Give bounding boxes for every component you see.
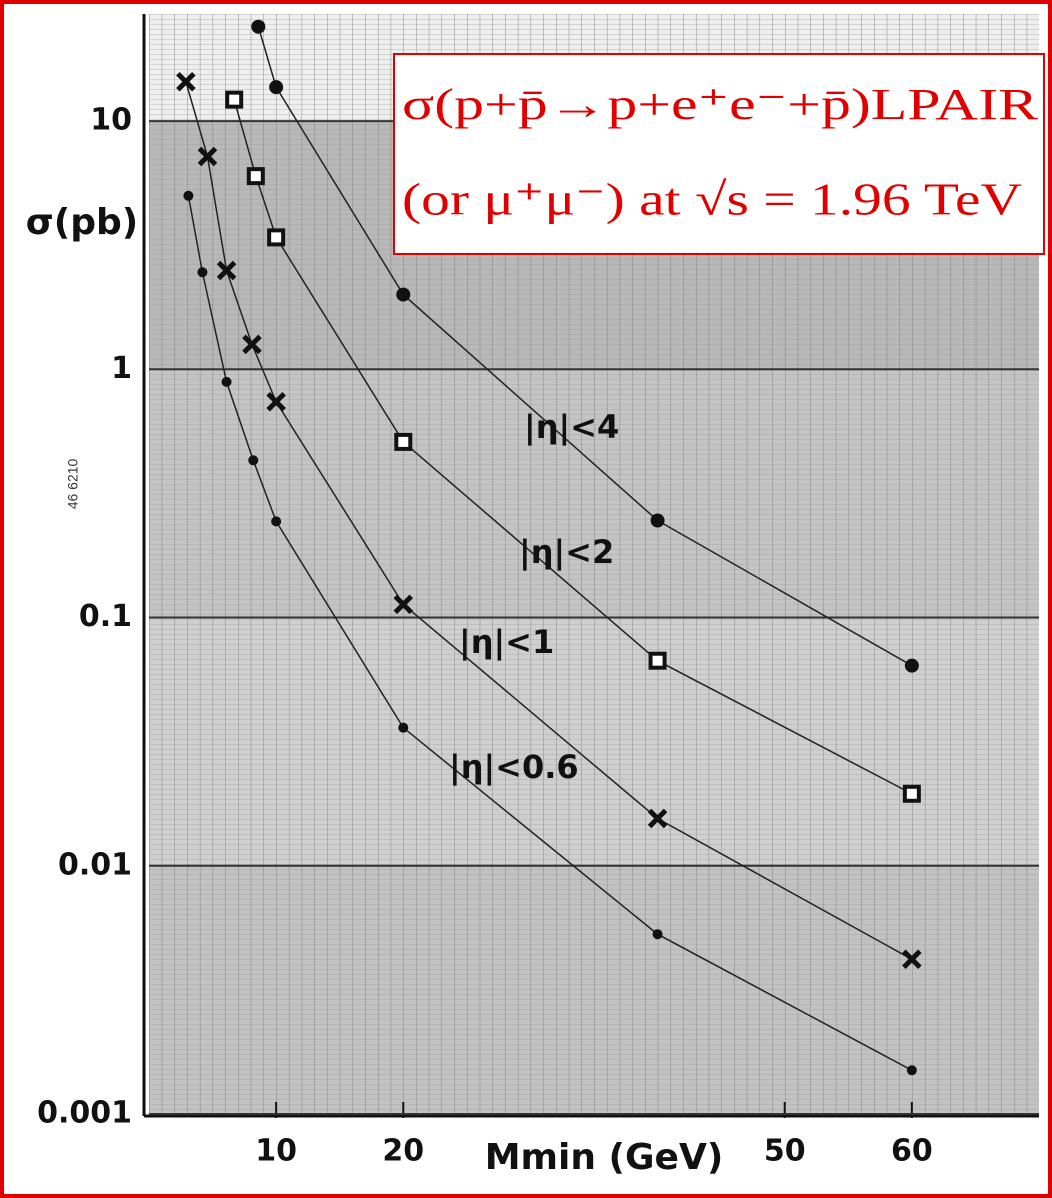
y-tick-label: 10 [90, 103, 132, 138]
marker [393, 594, 414, 615]
y-tick-label: 0.01 [58, 847, 132, 882]
marker [904, 658, 919, 673]
marker [269, 80, 284, 95]
marker [398, 722, 409, 733]
curve-label: |η|<2 [519, 533, 614, 572]
marker [902, 784, 921, 803]
paper-code: 46 6210 [65, 458, 81, 509]
x-tick-label: 20 [382, 1134, 424, 1169]
curve-label: |η|<4 [524, 408, 619, 447]
x-axis-label: Mmin (GeV) [485, 1137, 724, 1178]
chart-subtitle: (or μ⁺μ⁻) at √s = 1.96 TeV [402, 174, 1022, 225]
marker [652, 929, 663, 940]
marker [267, 228, 286, 247]
marker [248, 455, 259, 466]
marker [183, 190, 194, 201]
marker [197, 267, 208, 278]
x-tick-label: 10 [255, 1134, 297, 1169]
marker [242, 334, 262, 355]
x-tick-label: 50 [764, 1134, 806, 1169]
y-tick-label: 1 [111, 351, 132, 386]
marker [176, 71, 196, 92]
marker [647, 808, 668, 829]
chart: 10 20 50 60 10 1 0.1 0.01 0.001 Mmin (GeV) σ(pb) 46… [26, 14, 1045, 1178]
curve [187, 195, 913, 1071]
marker [648, 651, 667, 670]
marker [271, 516, 282, 527]
marker [251, 19, 266, 34]
curve [185, 81, 913, 960]
y-tick-label: 0.1 [79, 599, 132, 634]
marker [221, 376, 232, 387]
chart-title: σ(p+p̄→p+e⁺e⁻+p̄)LPAIR [402, 80, 1039, 129]
marker [216, 260, 237, 281]
curve-label: |η|<0.6 [449, 748, 579, 787]
marker [394, 432, 413, 451]
title-box [393, 53, 1045, 255]
marker [902, 949, 922, 970]
marker [266, 392, 286, 412]
x-tick-label: 60 [891, 1134, 933, 1169]
marker [396, 287, 411, 302]
y-axis-label: σ(pb) [26, 202, 138, 243]
y-tick-label: 0.001 [37, 1096, 132, 1131]
curve-label: |η|<1 [459, 623, 554, 662]
marker [650, 513, 665, 528]
marker [197, 146, 218, 167]
marker [225, 90, 244, 109]
curve [233, 99, 913, 795]
marker [906, 1065, 917, 1076]
marker [246, 167, 265, 186]
